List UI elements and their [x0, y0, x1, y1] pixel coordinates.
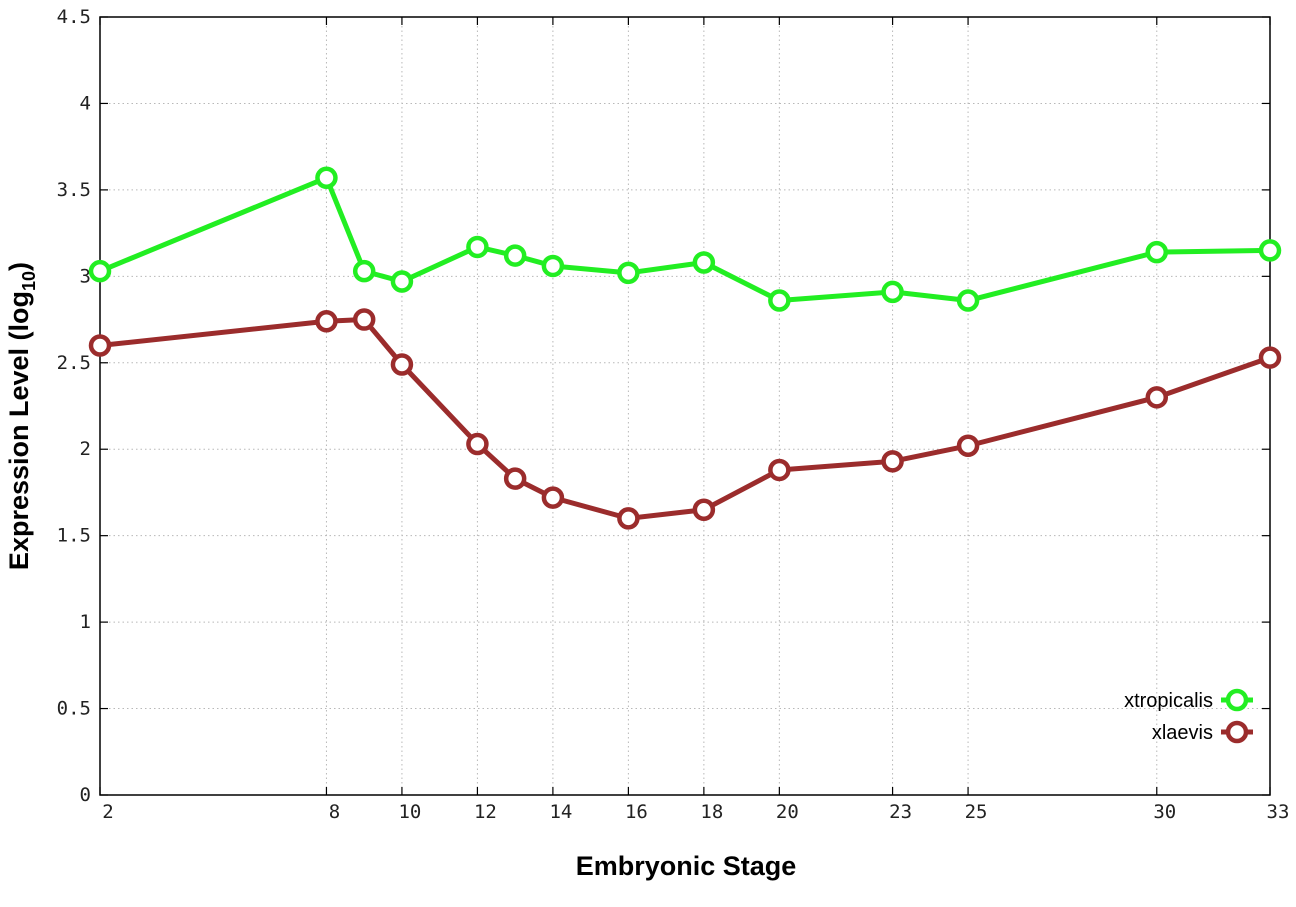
y-axis-title-subscript: 10	[19, 271, 39, 291]
series-line-xtropicalis	[99, 175, 1271, 304]
data-point-xtropicalis	[1145, 240, 1169, 264]
y-axis-title: Expression Level (log10)	[4, 262, 39, 570]
data-point-xlaevis	[541, 486, 565, 509]
x-tick-label: 16	[625, 801, 648, 823]
data-point-xtropicalis	[692, 251, 716, 274]
y-tick-label: 3.5	[57, 179, 91, 201]
data-point-xlaevis	[88, 334, 112, 357]
y-tick-label: 0.5	[57, 698, 91, 720]
y-tick-label: 0	[80, 784, 91, 806]
data-point-xtropicalis	[503, 244, 527, 267]
plot-frame	[99, 16, 1271, 796]
x-tick-label: 14	[549, 801, 572, 823]
y-axis-title-close: )	[4, 262, 34, 271]
grid	[100, 17, 1270, 795]
data-point-xlaevis	[466, 432, 489, 456]
x-axis-title: Embryonic Stage	[576, 851, 797, 881]
data-point-xlaevis	[503, 467, 527, 490]
data-point-xtropicalis	[956, 289, 980, 312]
y-tick-label: 2	[80, 438, 91, 460]
x-tick-label: 20	[776, 801, 799, 823]
series-lines	[88, 166, 1282, 530]
data-point-xlaevis	[1258, 346, 1282, 369]
data-point-xtropicalis	[315, 166, 338, 190]
y-tick-label: 3	[80, 265, 91, 287]
y-tick-label: 4.5	[57, 6, 91, 28]
data-point-xtropicalis	[352, 259, 376, 283]
x-tick-label: 2	[102, 801, 113, 823]
y-tick-label: 1	[80, 611, 91, 633]
data-point-xlaevis	[881, 450, 904, 473]
legend-swatch-marker	[1225, 688, 1249, 712]
y-tick-label: 1.5	[57, 525, 91, 547]
data-point-xlaevis	[352, 308, 376, 331]
data-point-xlaevis	[617, 507, 640, 530]
x-tick-label: 30	[1153, 801, 1176, 823]
data-point-xlaevis	[692, 498, 716, 521]
x-tick-label: 8	[329, 801, 340, 823]
legend-label: xtropicalis	[1124, 690, 1213, 712]
x-tick-label: 10	[398, 801, 421, 823]
data-point-xlaevis	[390, 353, 414, 376]
y-axis-title-main: Expression Level (log	[4, 291, 34, 570]
y-tick-label: 2.5	[57, 352, 91, 374]
x-tick-label: 18	[700, 801, 723, 823]
data-point-xtropicalis	[390, 270, 414, 293]
data-point-xlaevis	[1145, 386, 1169, 409]
ticks: 0 0.5 1 1.5 2 2.5 3 3.5 4 4.5 2 8 10 12 14 16 18 20 23 25 30…	[57, 6, 1290, 823]
x-tick-label: 33	[1267, 801, 1290, 823]
data-point-xlaevis	[315, 310, 338, 333]
x-tick-label: 23	[889, 801, 912, 823]
y-tick-label: 4	[80, 92, 91, 114]
data-point-xtropicalis	[88, 259, 112, 283]
legend-label: xlaevis	[1152, 722, 1213, 744]
data-point-xtropicalis	[768, 289, 791, 312]
x-tick-label: 25	[965, 801, 988, 823]
data-point-xtropicalis	[617, 261, 640, 285]
data-point-xtropicalis	[466, 235, 489, 259]
data-point-xtropicalis	[541, 254, 565, 278]
x-tick-label: 12	[474, 801, 497, 823]
data-point-xlaevis	[956, 434, 980, 458]
data-point-xlaevis	[768, 458, 791, 482]
legend-swatch-marker	[1225, 720, 1249, 744]
series-line-xlaevis	[99, 317, 1271, 521]
legend: xtropicalis xlaevis	[1124, 688, 1253, 744]
data-point-xtropicalis	[1258, 239, 1282, 262]
data-point-xtropicalis	[881, 280, 904, 304]
